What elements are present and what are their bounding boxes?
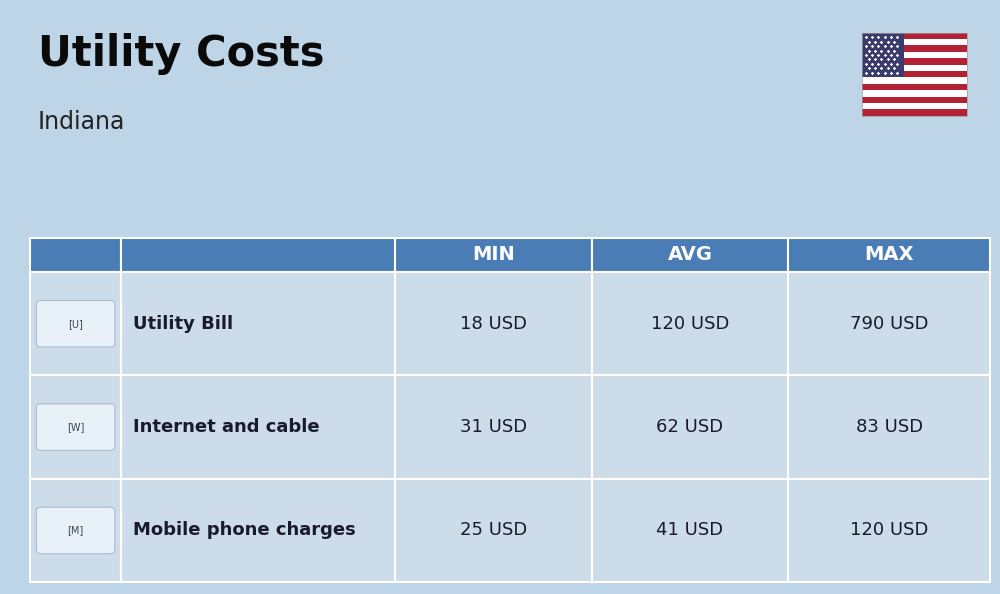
Text: [M]: [M] [67,526,84,535]
FancyBboxPatch shape [788,238,990,272]
FancyBboxPatch shape [862,97,967,103]
Text: Indiana: Indiana [38,110,125,134]
FancyBboxPatch shape [862,33,967,39]
FancyBboxPatch shape [862,33,904,77]
FancyBboxPatch shape [592,375,788,479]
FancyBboxPatch shape [121,272,395,375]
FancyBboxPatch shape [862,46,967,52]
FancyBboxPatch shape [862,90,967,97]
FancyBboxPatch shape [121,479,395,582]
FancyBboxPatch shape [862,77,967,84]
FancyBboxPatch shape [30,272,121,375]
Text: 41 USD: 41 USD [656,522,724,539]
FancyBboxPatch shape [862,71,967,77]
Text: 120 USD: 120 USD [850,522,928,539]
FancyBboxPatch shape [862,52,967,58]
Text: 790 USD: 790 USD [850,315,928,333]
FancyBboxPatch shape [592,272,788,375]
FancyBboxPatch shape [862,103,967,109]
FancyBboxPatch shape [30,375,121,479]
Text: 31 USD: 31 USD [460,418,527,436]
Text: Utility Bill: Utility Bill [133,315,233,333]
FancyBboxPatch shape [36,301,115,347]
FancyBboxPatch shape [862,84,967,90]
Text: 25 USD: 25 USD [460,522,527,539]
FancyBboxPatch shape [36,404,115,450]
Text: [W]: [W] [67,422,84,432]
FancyBboxPatch shape [395,272,592,375]
FancyBboxPatch shape [395,375,592,479]
FancyBboxPatch shape [121,238,395,272]
Text: [U]: [U] [68,319,83,328]
FancyBboxPatch shape [788,272,990,375]
Text: Utility Costs: Utility Costs [38,33,324,75]
Text: Mobile phone charges: Mobile phone charges [133,522,356,539]
Text: Internet and cable: Internet and cable [133,418,320,436]
Text: 18 USD: 18 USD [460,315,527,333]
Text: 83 USD: 83 USD [856,418,923,436]
Text: 62 USD: 62 USD [656,418,724,436]
FancyBboxPatch shape [395,479,592,582]
FancyBboxPatch shape [862,65,967,71]
Text: MAX: MAX [864,245,914,264]
FancyBboxPatch shape [862,109,967,116]
Text: 120 USD: 120 USD [651,315,729,333]
FancyBboxPatch shape [788,479,990,582]
FancyBboxPatch shape [395,238,592,272]
FancyBboxPatch shape [788,375,990,479]
FancyBboxPatch shape [36,507,115,554]
FancyBboxPatch shape [592,479,788,582]
Text: MIN: MIN [472,245,515,264]
FancyBboxPatch shape [862,58,967,65]
Text: AVG: AVG [668,245,712,264]
FancyBboxPatch shape [862,39,967,46]
FancyBboxPatch shape [592,238,788,272]
FancyBboxPatch shape [30,479,121,582]
FancyBboxPatch shape [121,375,395,479]
FancyBboxPatch shape [30,238,121,272]
